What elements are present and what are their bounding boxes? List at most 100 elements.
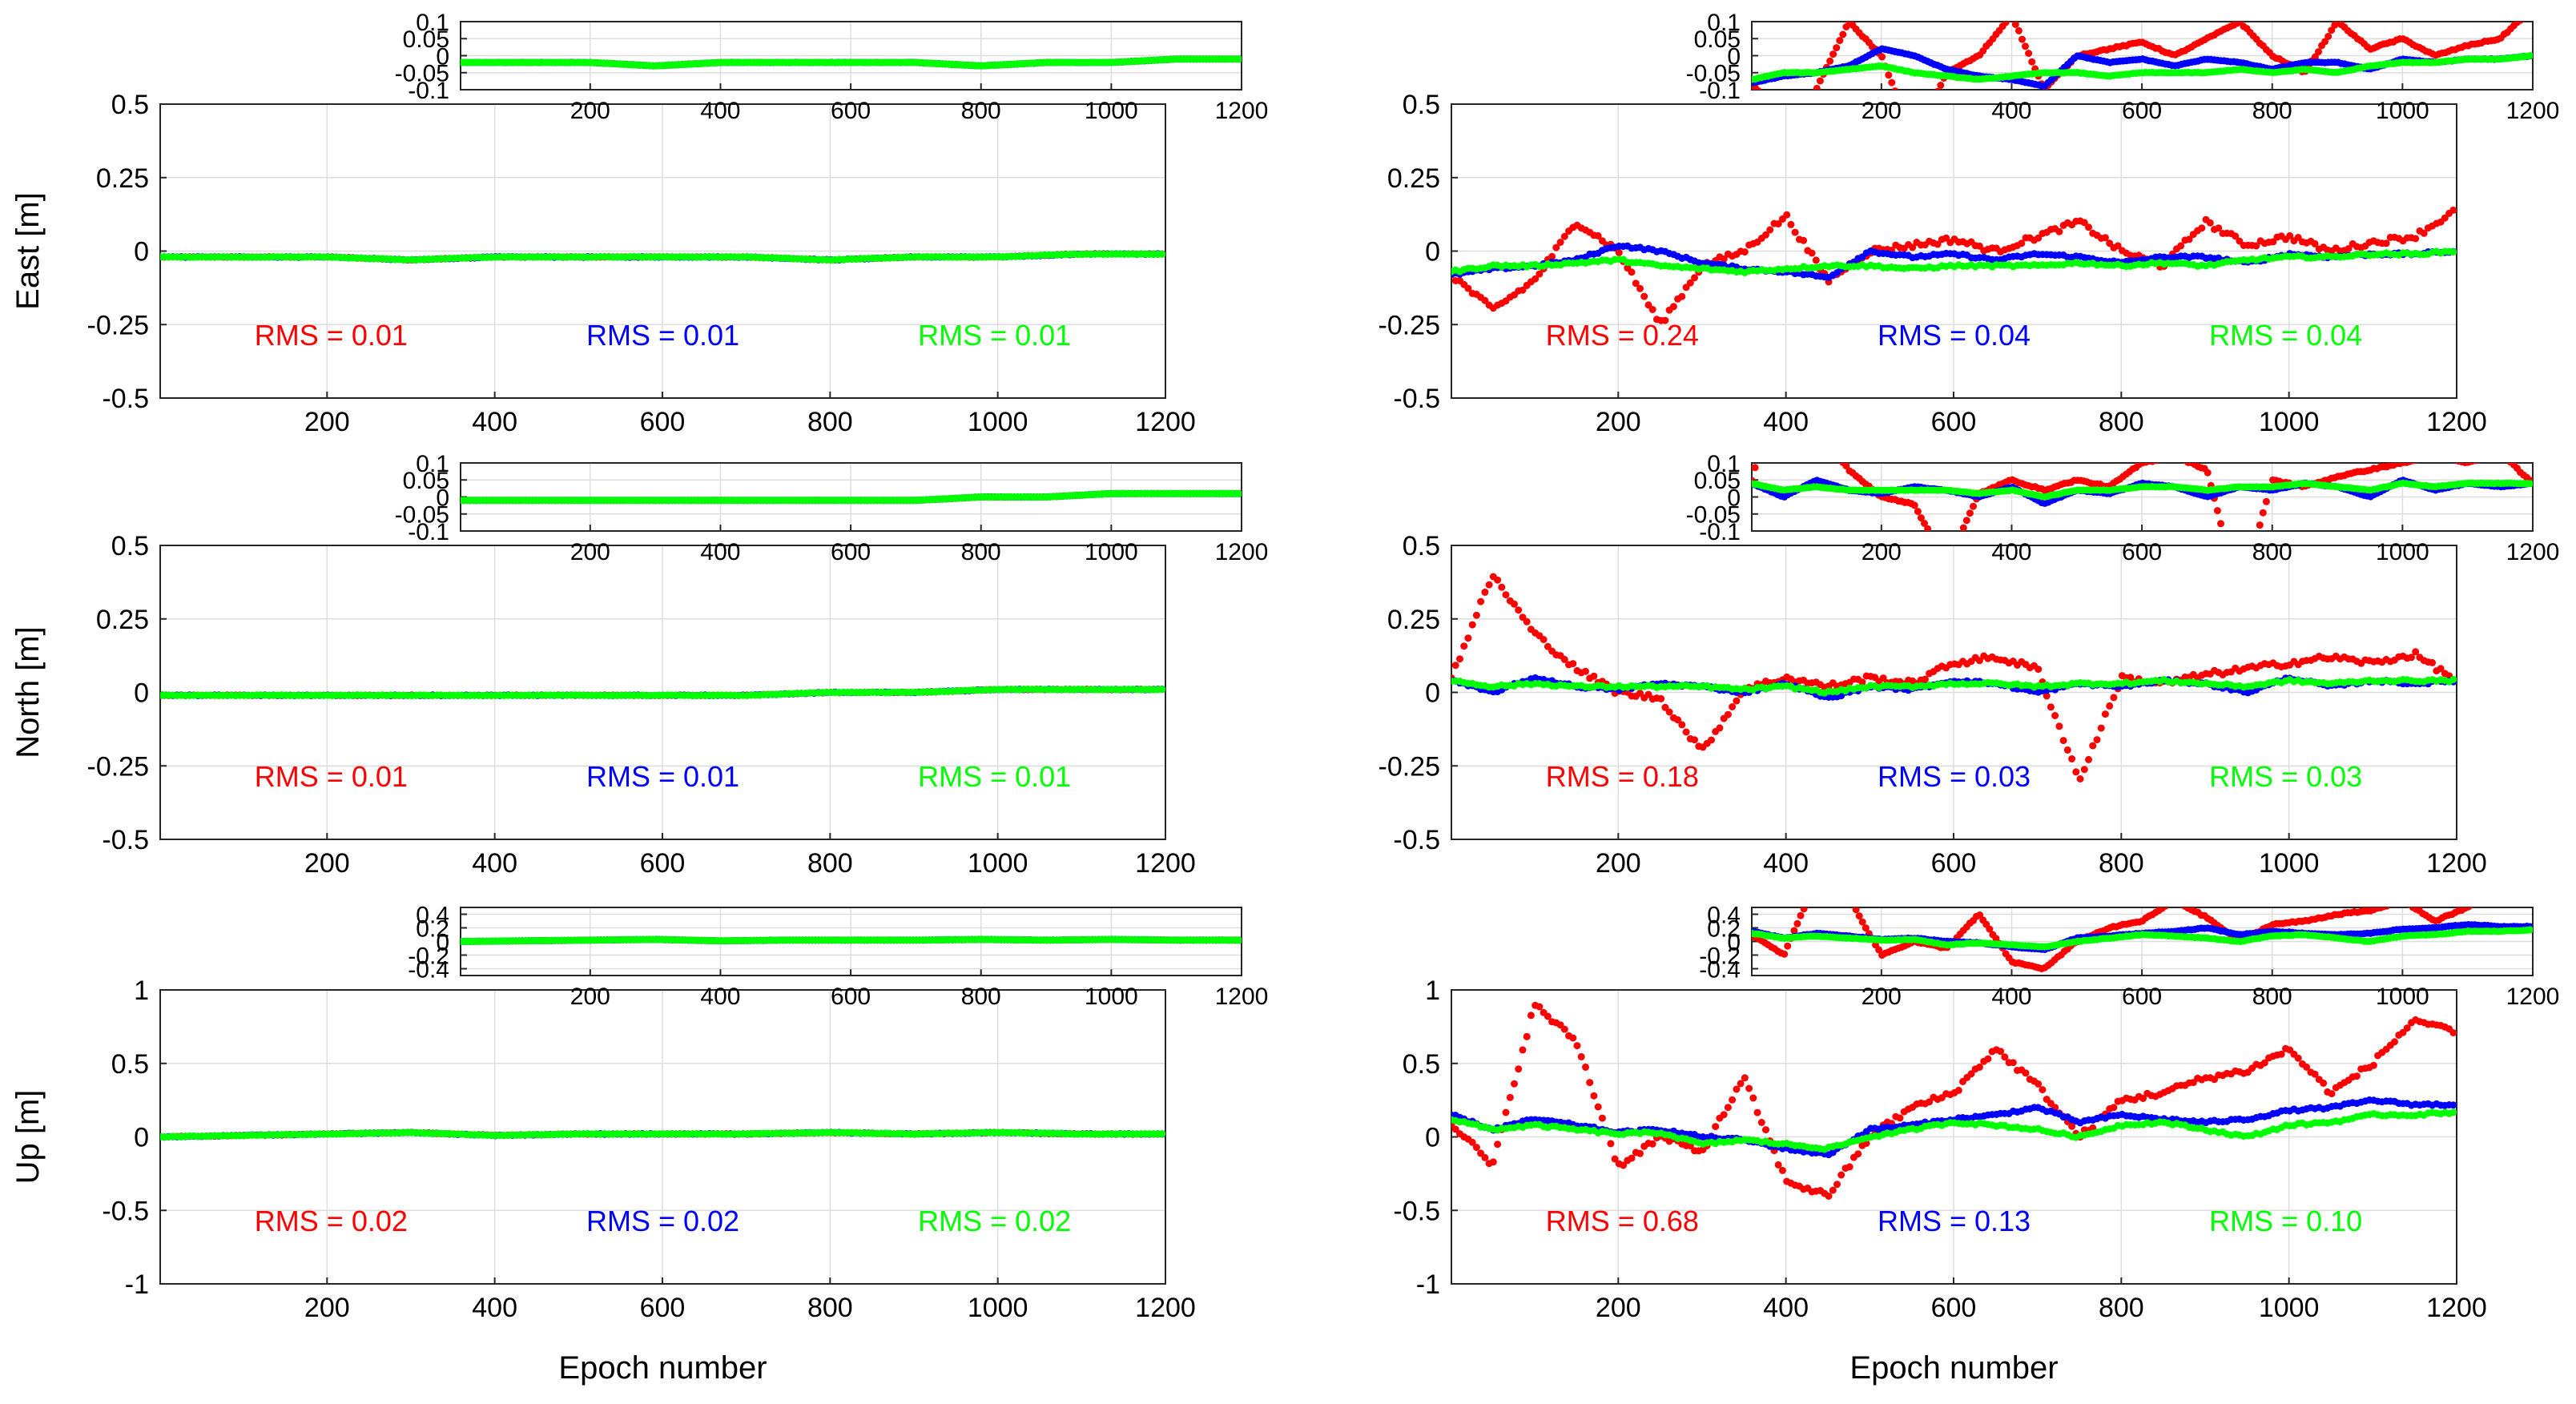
right-east-inset-red-point xyxy=(2015,26,2023,34)
right-east-green-point xyxy=(2449,248,2457,256)
right-east-inset-red-point xyxy=(2009,13,2016,20)
right-east-rms-red: RMS = 0.24 xyxy=(1546,319,1699,352)
left-east-inset-y-tick-label: 0.05 xyxy=(403,26,449,53)
right-north-red-point xyxy=(2429,658,2437,666)
right-east-red-point xyxy=(2101,234,2109,242)
left-east-inset-series-green xyxy=(461,55,1242,70)
right-east-inset-red-point xyxy=(1937,82,1945,89)
left-east-inset-x-tick-label: 400 xyxy=(700,98,740,124)
right-north-red-point xyxy=(1708,736,1715,744)
right-north-red-point xyxy=(2076,775,2084,782)
right-east-red-point xyxy=(2035,234,2043,242)
right-east-red-point xyxy=(1632,280,1640,288)
left-east-inset-y-tick-label: 0 xyxy=(436,43,449,70)
right-east-inset-red-point xyxy=(1839,30,1847,38)
left-east-inset-green-point xyxy=(1235,55,1242,63)
right-east-red-point xyxy=(1661,316,1669,324)
right-east-red-point xyxy=(1519,286,1527,294)
right-east-inset-x-tick-label: 800 xyxy=(2252,98,2292,124)
right-east-red-point xyxy=(2185,235,2193,243)
left-north-inset-green-point xyxy=(1235,489,1242,497)
right-north-red-point xyxy=(2110,694,2118,702)
right-east-red-point xyxy=(1686,279,1694,287)
right-east-inset-red-point xyxy=(1761,95,1769,103)
right-east-inset-red-point xyxy=(1754,86,1762,90)
right-east-inset-red-point xyxy=(1833,44,1841,52)
left-east-y-tick-label: -0.5 xyxy=(102,384,149,414)
left-north-inset-x-tick-label: 600 xyxy=(831,539,871,565)
right-east-red-point xyxy=(1636,284,1644,292)
right-east-red-point xyxy=(1678,292,1686,300)
right-north-red-point xyxy=(1515,606,1523,614)
right-north-red-point xyxy=(2089,742,2097,750)
left-north-series-green xyxy=(160,686,1165,699)
right-north-red-point xyxy=(1511,600,1518,608)
right-north-red-point xyxy=(1921,675,1929,683)
right-north-red-point xyxy=(1582,667,1589,675)
right-north-red-point xyxy=(1729,703,1737,710)
right-north-red-point xyxy=(2063,746,2071,754)
right-east-inset-red-point xyxy=(2022,42,2029,50)
right-north-y-tick-label: -0.25 xyxy=(1379,751,1441,782)
right-east-inset-y-tick-label: 0.1 xyxy=(1707,10,1741,36)
right-east-y-tick-label: -0.25 xyxy=(1379,310,1441,340)
left-north-inset-series-green xyxy=(461,489,1242,505)
right-east-inset-red-point xyxy=(1878,53,1886,61)
right-east-red-point xyxy=(1532,275,1540,283)
right-east-red-point xyxy=(1762,231,1769,239)
right-north-x-tick-label: 600 xyxy=(1931,848,1977,879)
right-north-red-point xyxy=(1691,736,1698,744)
right-east-inset-y-tick-label: -0.05 xyxy=(1686,61,1741,87)
right-north-red-point xyxy=(2093,736,2101,744)
right-east-red-point xyxy=(1934,240,1942,248)
right-east-red-point xyxy=(1594,231,1602,239)
right-east-red-point xyxy=(1615,249,1623,256)
left-east-x-tick-label: 400 xyxy=(472,407,517,437)
right-north-y-tick-label: 0.5 xyxy=(1403,531,1440,561)
left-east-axes-frame xyxy=(159,103,1166,399)
right-north-axes-frame xyxy=(1451,545,2457,840)
left-east-y-tick-label: 0.25 xyxy=(96,163,149,194)
right-east-inset-red-point xyxy=(1804,95,1811,103)
right-east-inset-red-point xyxy=(1930,95,1938,103)
left-east-x-tick-label: 800 xyxy=(807,407,853,437)
right-east-y-tick-label: 0.5 xyxy=(1403,90,1440,120)
right-east-red-point xyxy=(1560,232,1568,240)
left-east-green-point xyxy=(1158,250,1165,258)
right-east-inset-y-tick-label: -0.1 xyxy=(1699,78,1741,104)
left-north-x-tick-label: 1200 xyxy=(1135,848,1196,879)
left-east-ylabel: East [m] xyxy=(10,192,46,310)
right-east-red-point xyxy=(1720,255,1728,263)
right-north-red-point xyxy=(2035,666,2043,674)
right-east-red-point xyxy=(1548,252,1556,260)
right-north-series-red xyxy=(1451,573,2457,782)
right-east-inset-red-point xyxy=(1842,23,1850,30)
left-east-inset-x-tick-label: 1200 xyxy=(1215,98,1269,124)
left-east-inset-y-tick-label: -0.05 xyxy=(395,61,449,87)
right-north-red-point xyxy=(1464,634,1472,642)
right-north-red-point xyxy=(2072,768,2080,776)
right-east-inset-red-point xyxy=(1816,77,1824,85)
right-east-red-point xyxy=(2206,219,2214,227)
left-north-inset-series-group xyxy=(461,489,1242,505)
right-north-red-point xyxy=(1540,636,1548,643)
right-north-red-point xyxy=(2408,654,2415,662)
right-north-red-point xyxy=(1879,674,1887,682)
right-north-red-point xyxy=(1716,724,1724,732)
right-east-red-point xyxy=(1800,236,1808,244)
left-east-inset-series-group xyxy=(461,55,1242,70)
left-north-x-tick-label: 600 xyxy=(640,848,686,879)
right-east-red-point xyxy=(1783,211,1791,219)
panel-right-east: 200 400 600 800 1000 1200-0.5-0.2500.250.5RMS… xyxy=(1379,90,2487,437)
right-east-inset-red-point xyxy=(1829,50,1837,58)
right-east-red-point xyxy=(1812,256,1820,264)
left-north-inset-x-tick-label: 1000 xyxy=(1085,539,1138,565)
left-east-x-tick-label: 1000 xyxy=(968,407,1028,437)
right-north-red-point xyxy=(1665,708,1673,716)
left-north-inset-y-tick-label: -0.05 xyxy=(395,502,449,529)
right-east-rms-blue: RMS = 0.04 xyxy=(1878,319,2031,352)
right-east-red-point xyxy=(1481,296,1489,304)
panel-right-north: 200 400 600 800 1000 1200-0.5-0.2500.250.5RMS… xyxy=(1379,531,2487,879)
